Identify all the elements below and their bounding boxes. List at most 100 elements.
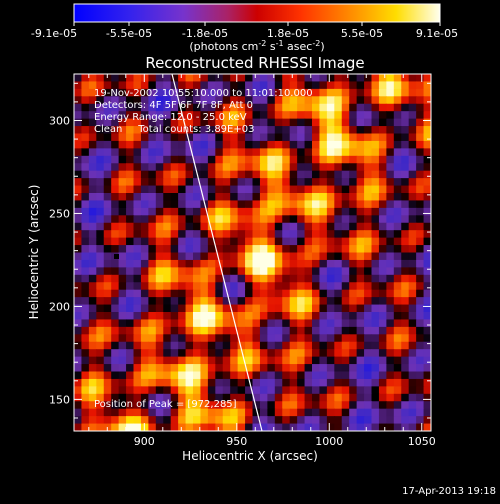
heatmap-cell xyxy=(416,297,425,306)
heatmap-cell xyxy=(81,378,90,387)
heatmap-cell xyxy=(111,371,120,380)
heatmap-cell xyxy=(230,133,239,142)
heatmap-cell xyxy=(185,230,194,239)
heatmap-cell xyxy=(267,140,276,149)
heatmap-cell xyxy=(304,259,313,268)
heatmap-cell xyxy=(200,237,209,246)
heatmap-cell xyxy=(178,178,187,187)
heatmap-cell xyxy=(245,378,254,387)
heatmap-cell xyxy=(319,371,328,380)
heatmap-cell xyxy=(81,304,90,313)
heatmap-cell xyxy=(252,74,261,83)
heatmap-cell xyxy=(274,193,283,202)
heatmap-cell xyxy=(252,140,261,149)
heatmap-cell xyxy=(111,103,120,112)
heatmap-cell xyxy=(103,118,112,127)
heatmap-cell xyxy=(423,289,431,298)
heatmap-cell xyxy=(401,103,410,112)
heatmap-cell xyxy=(245,230,254,239)
heatmap-cell xyxy=(252,215,261,224)
heatmap-cell xyxy=(326,88,335,97)
heatmap-cell xyxy=(416,222,425,231)
heatmap-cell xyxy=(401,312,410,321)
heatmap-cell xyxy=(393,274,402,283)
heatmap-cell xyxy=(155,378,164,387)
heatmap-cell xyxy=(207,319,216,328)
heatmap-cell xyxy=(386,289,395,298)
heatmap-cell xyxy=(274,185,283,194)
heatmap-cell xyxy=(170,111,179,120)
heatmap-cell xyxy=(259,215,268,224)
heatmap-cell xyxy=(118,103,127,112)
heatmap-cell xyxy=(341,163,350,172)
heatmap-cell xyxy=(378,74,387,83)
heatmap-cell xyxy=(267,334,276,343)
heatmap-cell xyxy=(326,326,335,335)
heatmap-cell xyxy=(207,423,216,431)
heatmap-cell xyxy=(163,215,172,224)
heatmap-cell xyxy=(155,74,164,83)
heatmap-cell xyxy=(371,74,380,83)
heatmap-cell xyxy=(356,408,365,417)
heatmap-cell xyxy=(252,170,261,179)
heatmap-cell xyxy=(178,349,187,358)
heatmap-cell xyxy=(96,326,105,335)
heatmap-cell xyxy=(326,378,335,387)
heatmap-cell xyxy=(401,378,410,387)
heatmap-cell xyxy=(274,386,283,395)
heatmap-cell xyxy=(267,416,276,425)
heatmap-cell xyxy=(289,364,298,373)
heatmap-cell xyxy=(96,74,105,83)
heatmap-cell xyxy=(252,393,261,402)
heatmap-cell xyxy=(401,215,410,224)
heatmap-cell xyxy=(140,319,149,328)
heatmap-cell xyxy=(215,386,224,395)
heatmap-cell xyxy=(96,178,105,187)
heatmap-cell xyxy=(289,312,298,321)
heatmap-cell xyxy=(185,416,194,425)
heatmap-cell xyxy=(334,193,343,202)
chart-title: Reconstructed RHESSI Image xyxy=(145,54,364,72)
heatmap-cell xyxy=(111,386,120,395)
heatmap-cell xyxy=(193,140,202,149)
heatmap-cell xyxy=(237,140,246,149)
heatmap-cell xyxy=(245,401,254,410)
heatmap-cell xyxy=(118,274,127,283)
heatmap-cell xyxy=(416,364,425,373)
heatmap-cell xyxy=(349,178,358,187)
heatmap-cell xyxy=(237,237,246,246)
heatmap-cell xyxy=(148,155,157,164)
heatmap-cell xyxy=(185,126,194,135)
heatmap-cell xyxy=(259,393,268,402)
heatmap-cell xyxy=(326,74,335,83)
heatmap-cell xyxy=(133,304,142,313)
heatmap-cell xyxy=(289,126,298,135)
heatmap-cell xyxy=(193,401,202,410)
heatmap-cell xyxy=(252,401,261,410)
heatmap-cell xyxy=(401,371,410,380)
heatmap-cell xyxy=(423,207,431,216)
heatmap-cell xyxy=(178,297,187,306)
heatmap-cell xyxy=(215,378,224,387)
heatmap-cell xyxy=(215,267,224,276)
heatmap-cell xyxy=(215,178,224,187)
heatmap-cell xyxy=(282,282,291,291)
heatmap-cell xyxy=(401,245,410,254)
heatmap-cell xyxy=(274,200,283,209)
heatmap-cell xyxy=(133,111,142,120)
heatmap-cell xyxy=(222,222,231,231)
heatmap-cell xyxy=(393,319,402,328)
heatmap-cell xyxy=(245,88,254,97)
heatmap-cell xyxy=(126,386,135,395)
heatmap-cell xyxy=(252,148,261,157)
heatmap-cell xyxy=(349,170,358,179)
heatmap-cell xyxy=(140,140,149,149)
heatmap-cell xyxy=(408,349,417,358)
heatmap-cell xyxy=(88,416,97,425)
heatmap-cell xyxy=(118,140,127,149)
colorbar-tick-label: 1.8e-05 xyxy=(267,27,309,40)
heatmap-cell xyxy=(230,163,239,172)
heatmap-cell xyxy=(334,386,343,395)
heatmap-cell xyxy=(230,393,239,402)
